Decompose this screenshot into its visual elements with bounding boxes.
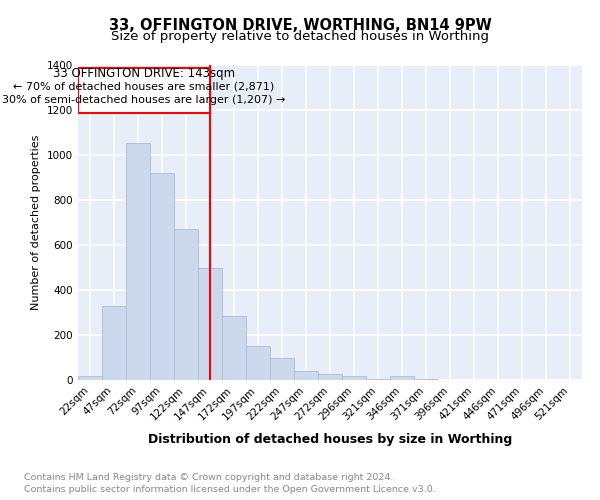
Bar [198, 268, 222, 380]
X-axis label: Distribution of detached houses by size in Worthing: Distribution of detached houses by size … [148, 433, 512, 446]
Text: Contains HM Land Registry data © Crown copyright and database right 2024.: Contains HM Land Registry data © Crown c… [24, 472, 394, 482]
Text: ← 70% of detached houses are smaller (2,871): ← 70% of detached houses are smaller (2,… [13, 82, 275, 92]
Bar [78, 376, 102, 380]
Bar [390, 376, 414, 380]
Bar [342, 376, 366, 380]
Bar [78, 68, 210, 114]
Bar [174, 229, 198, 380]
Text: Contains public sector information licensed under the Open Government Licence v3: Contains public sector information licen… [24, 485, 436, 494]
Text: 33, OFFINGTON DRIVE, WORTHING, BN14 9PW: 33, OFFINGTON DRIVE, WORTHING, BN14 9PW [109, 18, 491, 32]
Bar [222, 316, 246, 380]
Bar [294, 371, 318, 380]
Bar [102, 306, 126, 380]
Bar [318, 374, 342, 380]
Text: Size of property relative to detached houses in Worthing: Size of property relative to detached ho… [111, 30, 489, 43]
Text: 30% of semi-detached houses are larger (1,207) →: 30% of semi-detached houses are larger (… [2, 95, 286, 105]
Bar [246, 346, 270, 380]
Bar [126, 142, 150, 380]
Bar [150, 173, 174, 380]
Y-axis label: Number of detached properties: Number of detached properties [31, 135, 41, 310]
Bar [366, 379, 390, 380]
Text: 33 OFFINGTON DRIVE: 143sqm: 33 OFFINGTON DRIVE: 143sqm [53, 67, 235, 80]
Bar [270, 358, 294, 380]
Bar [414, 379, 438, 380]
